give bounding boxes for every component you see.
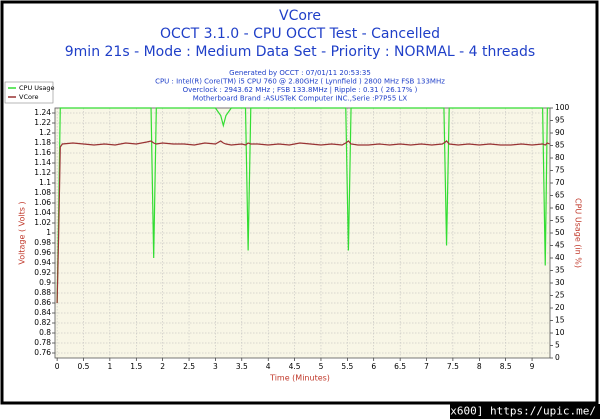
y2-tick-label: 55 — [555, 216, 565, 225]
y2-tick-label: 30 — [555, 278, 565, 287]
y-tick-label: 0.8 — [39, 328, 51, 337]
y-tick-label: 1.16 — [34, 148, 51, 157]
y-tick-label: 1.02 — [34, 218, 51, 227]
x-tick-label: 9 — [530, 362, 535, 371]
x-tick-label: 6 — [371, 362, 376, 371]
y2-tick-label: 90 — [555, 128, 565, 137]
y-tick-label: 0.9 — [39, 278, 51, 287]
y-tick-label: 0.92 — [34, 268, 51, 277]
y2-tick-label: 80 — [555, 153, 565, 162]
x-tick-label: 2 — [160, 362, 165, 371]
legend — [4, 81, 54, 104]
y2-tick-label: 100 — [555, 103, 570, 112]
x-tick-label: 0.5 — [78, 362, 90, 371]
x-tick-label: 1 — [107, 362, 112, 371]
y-tick-label: 0.86 — [34, 298, 51, 307]
y-tick-label: 0.78 — [34, 338, 51, 347]
y2-tick-label: 0 — [555, 353, 560, 362]
legend-label: VCore — [19, 93, 39, 101]
y-tick-label: 0.96 — [34, 248, 51, 257]
y-tick-label: 0.82 — [34, 318, 51, 327]
x-tick-label: 6.5 — [394, 362, 406, 371]
x-tick-label: 3.5 — [236, 362, 248, 371]
y2-tick-label: 15 — [555, 316, 565, 325]
y2-tick-label: 85 — [555, 141, 565, 150]
x-tick-label: 1.5 — [130, 362, 142, 371]
y-tick-label: 0.88 — [34, 288, 51, 297]
x-tick-label: 7.5 — [447, 362, 459, 371]
y-tick-label: 1.12 — [34, 168, 51, 177]
y-tick-label: 1.06 — [34, 198, 51, 207]
y-tick-label: 1.08 — [34, 188, 51, 197]
x-tick-label: 5 — [319, 362, 324, 371]
y2-tick-label: 35 — [555, 266, 565, 275]
y2-tick-label: 10 — [555, 328, 565, 337]
x-tick-label: 3 — [213, 362, 218, 371]
y-tick-label: 1.1 — [39, 178, 51, 187]
watermark-bar — [450, 404, 600, 419]
x-tick-label: 2.5 — [183, 362, 195, 371]
y2-tick-label: 40 — [555, 253, 565, 262]
chart-subtitle: OCCT 3.1.0 - CPU OCCT Test - Cancelled — [160, 26, 440, 42]
y-tick-label: 0.76 — [34, 348, 51, 357]
info-line: Motherboard Brand :ASUSTeK Computer INC.… — [193, 95, 408, 103]
chart-title: VCore — [279, 8, 321, 24]
y-tick-label: 1.24 — [34, 108, 51, 117]
y-tick-label: 1.14 — [34, 158, 51, 167]
x-tick-label: 5.5 — [341, 362, 353, 371]
y2-tick-label: 50 — [555, 228, 565, 237]
info-line: Overclock : 2943.62 MHz ; FSB 133.8MHz |… — [183, 86, 418, 94]
y2-tick-label: 20 — [555, 303, 565, 312]
y-axis-label: Voltage ( Volts ) — [18, 201, 27, 264]
y-tick-label: 1.2 — [39, 128, 51, 137]
x-tick-label: 8 — [477, 362, 482, 371]
y-tick-label: 1 — [46, 228, 51, 237]
info-line: CPU : Intel(R) Core(TM) i5 CPU 760 @ 2.8… — [155, 78, 445, 86]
x-tick-label: 4.5 — [289, 362, 301, 371]
x-tick-label: 0 — [55, 362, 60, 371]
y2-tick-label: 95 — [555, 116, 565, 125]
y2-tick-label: 75 — [555, 166, 565, 175]
watermark: [900x600] https://upic.me/ — [424, 405, 596, 418]
y2-axis-label: CPU Usage (in %) — [574, 198, 583, 268]
y2-tick-label: 25 — [555, 291, 565, 300]
y-tick-label: 0.84 — [34, 308, 51, 317]
y2-tick-label: 60 — [555, 203, 565, 212]
x-tick-label: 7 — [424, 362, 429, 371]
x-axis-label: Time (Minutes) — [269, 374, 330, 383]
y-tick-label: 1.22 — [34, 118, 51, 127]
data-line — [56, 140, 550, 304]
y2-tick-label: 45 — [555, 241, 565, 250]
y-tick-label: 0.94 — [34, 258, 51, 267]
y-tick-label: 0.98 — [34, 238, 51, 247]
y-tick-label: 1.04 — [34, 208, 51, 217]
y2-tick-label: 70 — [555, 178, 565, 187]
legend-label: CPU Usage — [19, 84, 55, 92]
y2-tick-label: 65 — [555, 191, 565, 200]
chart-subtitle: 9min 21s - Mode : Medium Data Set - Prio… — [65, 44, 535, 60]
y2-tick-label: 5 — [555, 341, 560, 350]
info-line: Generated by OCCT : 07/01/11 20:53:35 — [229, 69, 371, 77]
x-tick-label: 4 — [266, 362, 271, 371]
data-line — [56, 107, 550, 304]
y-tick-label: 1.18 — [34, 138, 51, 147]
x-tick-label: 8.5 — [500, 362, 512, 371]
